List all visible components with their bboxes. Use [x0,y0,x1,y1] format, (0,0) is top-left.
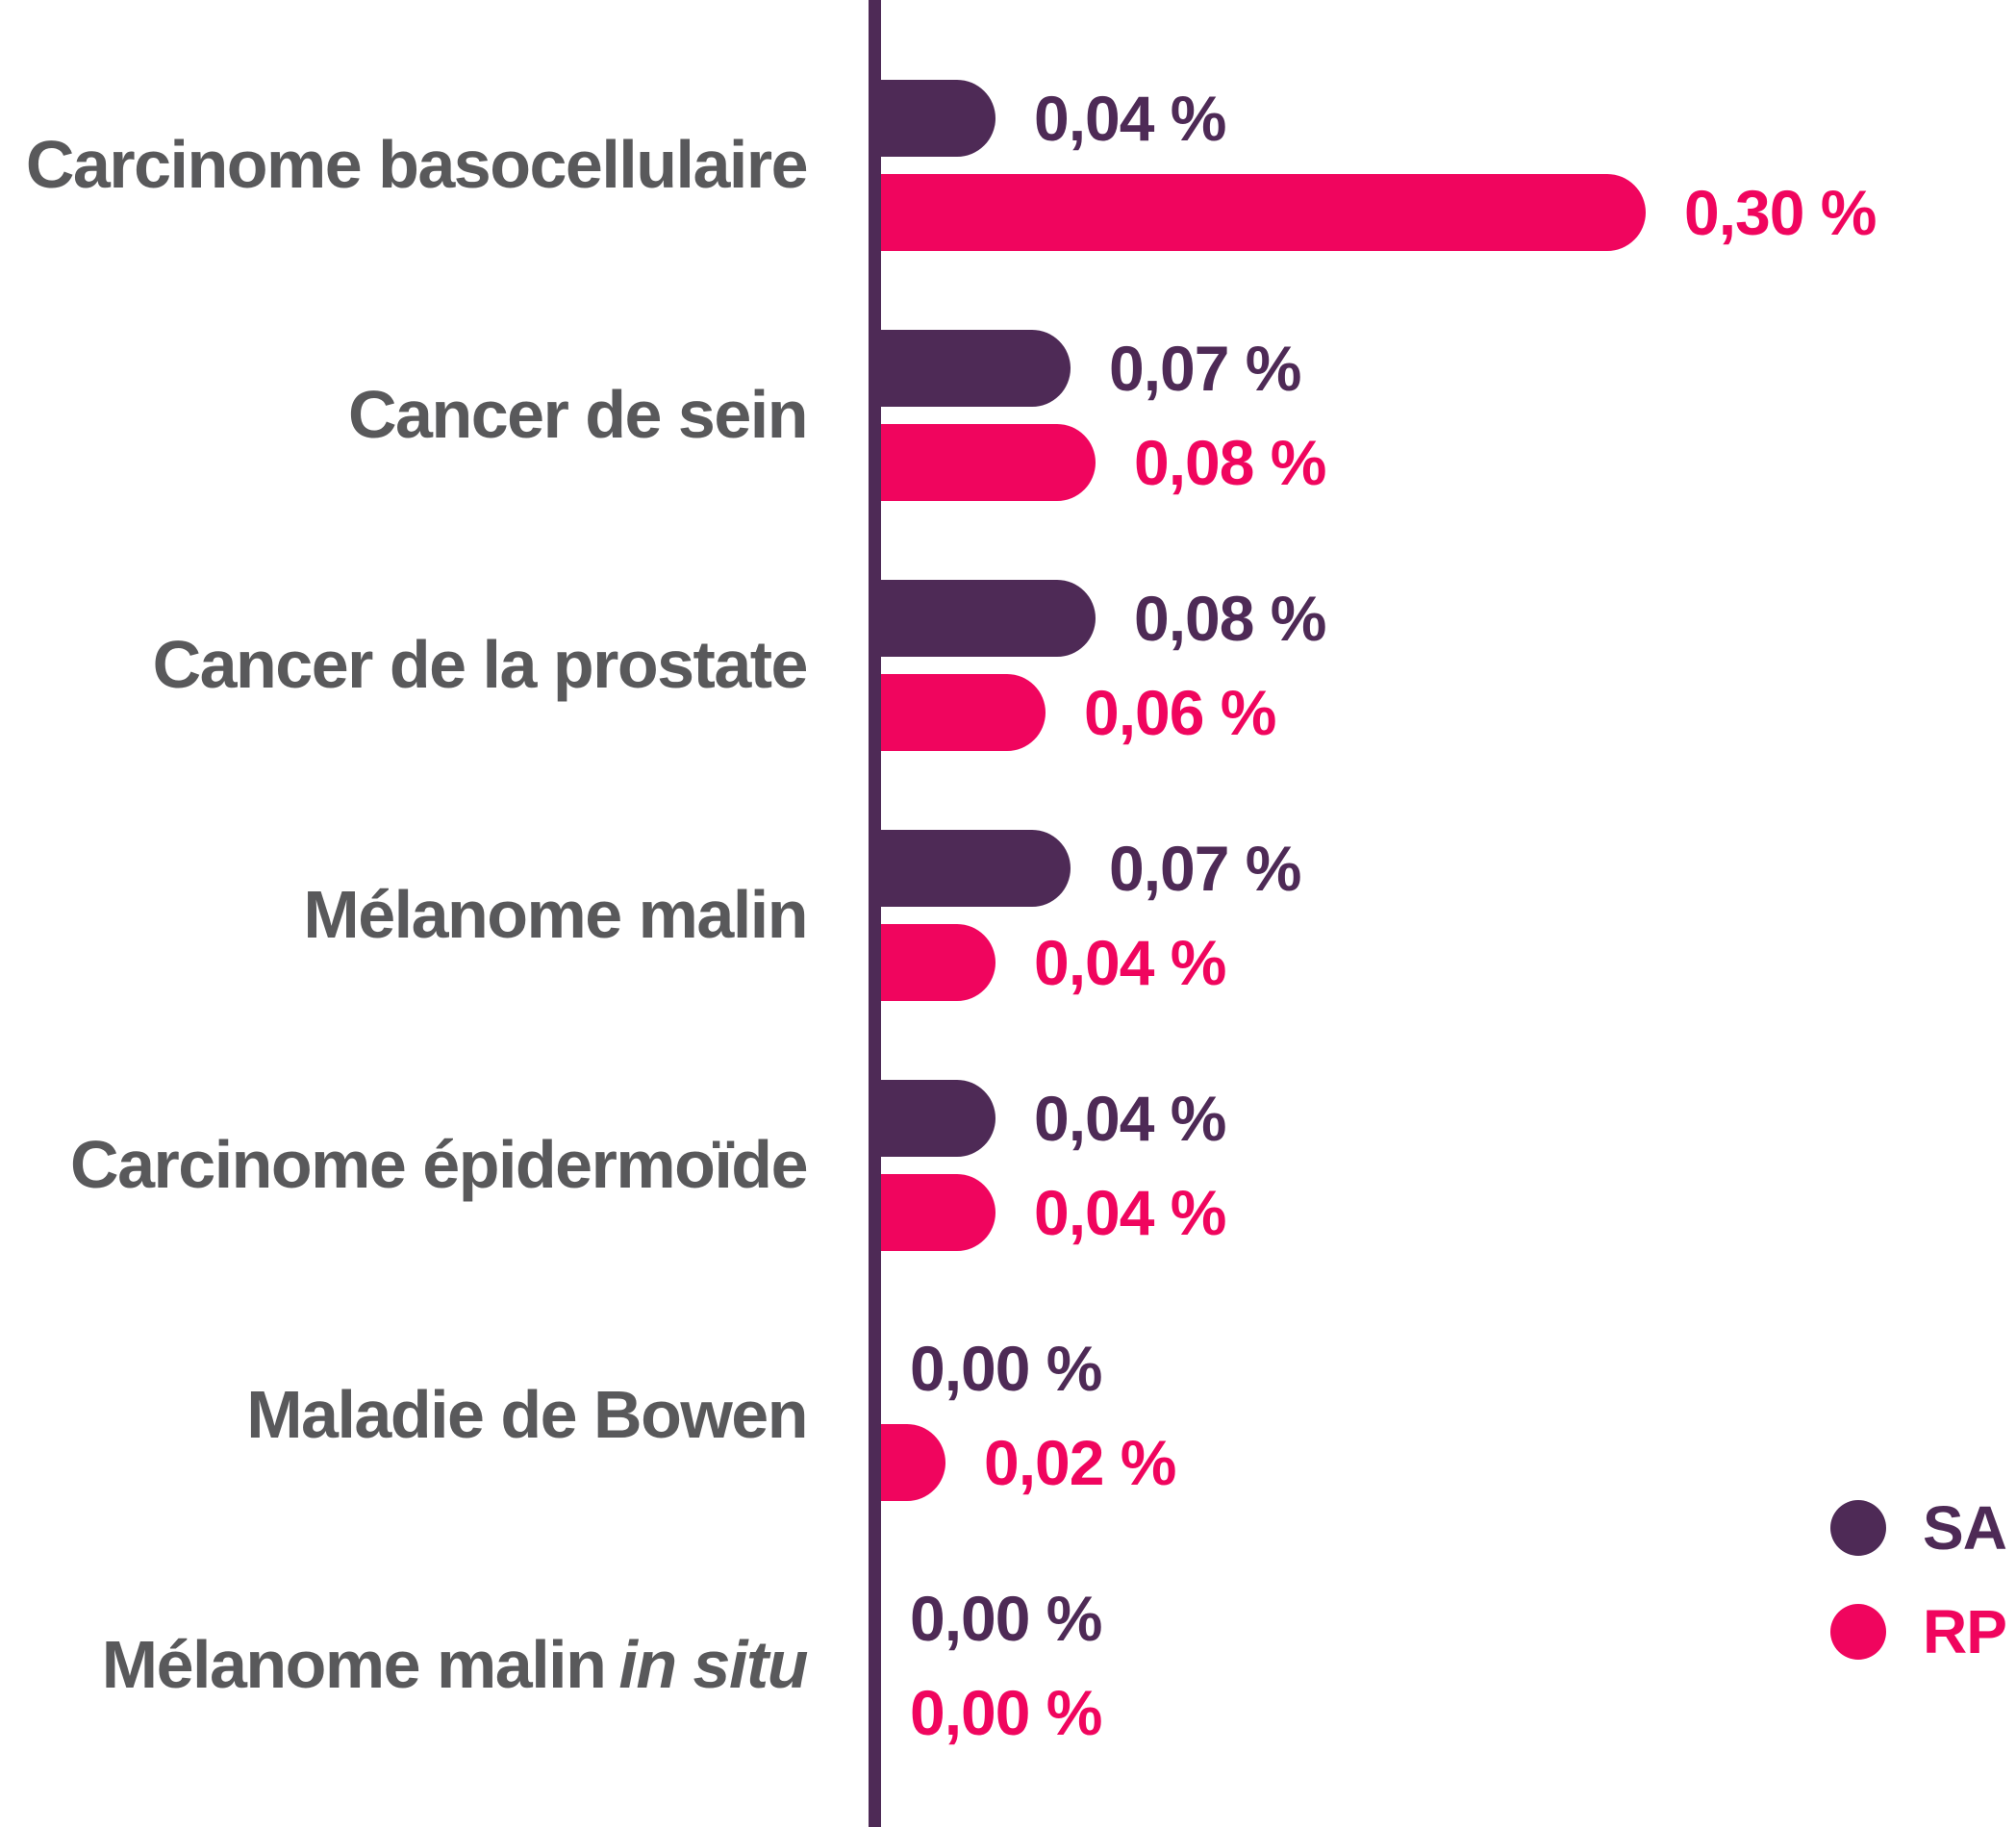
sa-bar-line: 0,08 % [881,580,2016,657]
category-row: Carcinome basocellulaire 0,04 % 0,30 % [0,40,2016,290]
sa-bar [881,580,1096,657]
chart-rows: Carcinome basocellulaire 0,04 % 0,30 % C… [0,40,2016,1790]
category-label: Mélanome malin in situ [0,1630,869,1701]
category-label-text: Mélanome malin [303,877,808,953]
category-label: Maladie de Bowen [0,1380,869,1451]
legend-item-rp: RP [1830,1596,2007,1667]
category-label: Cancer de sein [0,380,869,451]
sa-value-label: 0,00 % [910,1333,1102,1404]
category-row: Cancer de sein 0,07 % 0,08 % [0,290,2016,540]
sa-bar-line: 0,04 % [881,80,2016,157]
rp-value-label: 0,04 % [1034,1177,1226,1248]
bars-group: 0,00 % 0,00 % [869,1580,2016,1751]
rp-bar [881,424,1096,501]
bars-group: 0,04 % 0,30 % [869,80,2016,251]
category-label-italic-text: in situ [618,1627,808,1703]
sa-bar [881,330,1071,407]
category-row: Mélanome malin 0,07 % 0,04 % [0,790,2016,1040]
bars-group: 0,04 % 0,04 % [869,1080,2016,1251]
sa-value-label: 0,04 % [1034,83,1226,154]
sa-legend-dot-icon [1830,1500,1886,1556]
bars-group: 0,07 % 0,04 % [869,830,2016,1001]
sa-legend-label: SA [1923,1493,2007,1563]
rp-bar-line: 0,06 % [881,674,2016,751]
category-label: Cancer de la prostate [0,630,869,701]
category-label-text: Cancer de la prostate [152,627,809,703]
legend: SA RP [1830,1492,2007,1667]
rp-bar-line: 0,02 % [881,1424,2016,1501]
sa-bar-line: 0,00 % [881,1580,2016,1657]
rp-bar [881,924,995,1001]
category-row: Mélanome malin in situ 0,00 % 0,00 % [0,1540,2016,1790]
rp-bar [881,1424,945,1501]
rp-bar-line: 0,00 % [881,1674,2016,1751]
rp-bar [881,674,1046,751]
category-label: Mélanome malin [0,880,869,951]
rp-legend-label: RP [1923,1597,2007,1666]
y-axis-line [869,0,881,1827]
rp-value-label: 0,04 % [1034,927,1226,998]
rp-bar [881,1174,995,1251]
rp-bar-line: 0,04 % [881,1174,2016,1251]
bars-group: 0,00 % 0,02 % [869,1330,2016,1501]
category-label-text: Carcinome épidermoïde [70,1127,808,1203]
sa-value-label: 0,07 % [1109,333,1301,404]
bars-group: 0,08 % 0,06 % [869,580,2016,751]
category-row: Cancer de la prostate 0,08 % 0,06 % [0,540,2016,790]
category-label-text: Maladie de Bowen [246,1377,808,1453]
legend-item-sa: SA [1830,1492,2007,1564]
category-row: Maladie de Bowen 0,00 % 0,02 % [0,1290,2016,1540]
sa-bar-line: 0,00 % [881,1330,2016,1407]
category-label-text: Carcinome basocellulaire [25,127,809,203]
sa-value-label: 0,04 % [1034,1083,1226,1154]
rp-value-label: 0,30 % [1684,177,1877,248]
rp-bar-line: 0,04 % [881,924,2016,1001]
sa-bar [881,830,1071,907]
rp-value-label: 0,02 % [984,1427,1176,1498]
category-label-text: Mélanome malin [101,1627,607,1703]
sa-value-label: 0,07 % [1109,833,1301,904]
category-row: Carcinome épidermoïde 0,04 % 0,04 % [0,1040,2016,1290]
sa-bar-line: 0,04 % [881,1080,2016,1157]
rp-bar-line: 0,30 % [881,174,2016,251]
rp-value-label: 0,08 % [1134,427,1326,498]
category-label-text: Cancer de sein [348,377,809,453]
rp-legend-dot-icon [1830,1604,1886,1660]
sa-value-label: 0,00 % [910,1583,1102,1654]
sa-bar-line: 0,07 % [881,330,2016,407]
bars-group: 0,07 % 0,08 % [869,330,2016,501]
rp-bar [881,174,1646,251]
category-label: Carcinome basocellulaire [0,130,869,201]
sa-bar [881,1080,995,1157]
rp-bar-line: 0,08 % [881,424,2016,501]
sa-bar-line: 0,07 % [881,830,2016,907]
sa-value-label: 0,08 % [1134,583,1326,654]
rp-value-label: 0,00 % [910,1677,1102,1748]
sa-bar [881,80,995,157]
rp-value-label: 0,06 % [1084,677,1276,748]
category-label: Carcinome épidermoïde [0,1130,869,1201]
